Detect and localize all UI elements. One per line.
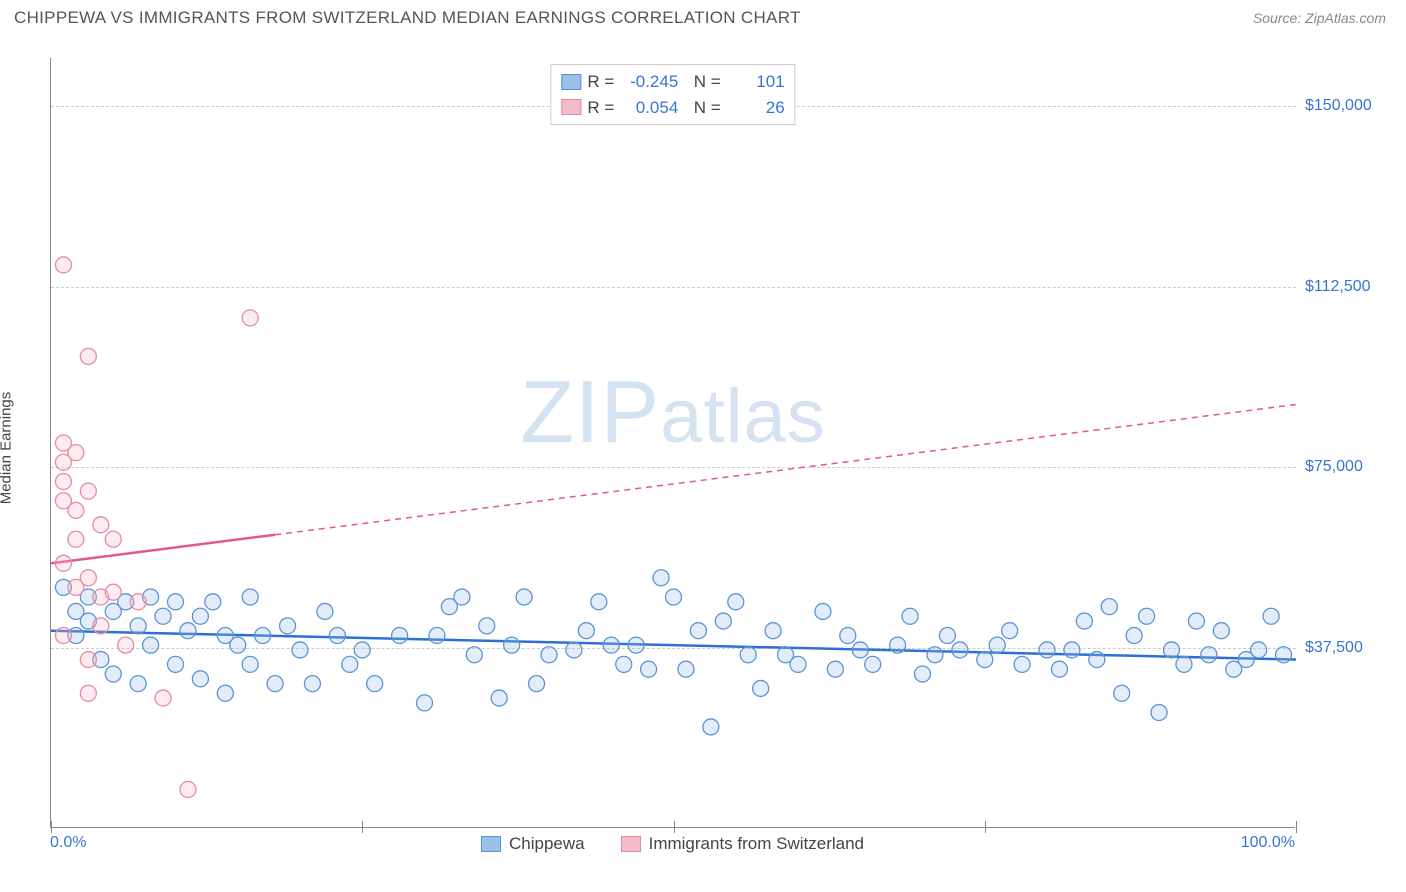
swatch-switzerland-icon [621,836,641,852]
y-axis-label: Median Earnings [0,392,15,505]
legend-item-switzerland: Immigrants from Switzerland [621,834,864,854]
legend-item-chippewa: Chippewa [481,834,585,854]
source-attribution: Source: ZipAtlas.com [1253,10,1386,26]
correlation-legend: R = -0.245 N = 101 R = 0.054 N = 26 [550,64,795,125]
legend-label-chippewa: Chippewa [509,834,585,854]
legend-row-switzerland: R = 0.054 N = 26 [561,95,784,121]
swatch-chippewa-icon [481,836,501,852]
chart-title: CHIPPEWA VS IMMIGRANTS FROM SWITZERLAND … [14,8,801,28]
series-legend: Chippewa Immigrants from Switzerland [50,834,1295,854]
y-axis-ticks: $37,500$75,000$112,500$150,000 [1305,58,1390,828]
legend-row-chippewa: R = -0.245 N = 101 [561,69,784,95]
legend-label-switzerland: Immigrants from Switzerland [649,834,864,854]
swatch-switzerland [561,99,581,115]
plot-container: Median Earnings ZIPatlas R = -0.245 N = … [50,58,1390,838]
scatter-svg [51,58,1296,828]
swatch-chippewa [561,74,581,90]
plot-area: ZIPatlas R = -0.245 N = 101 R = 0.054 N … [50,58,1295,828]
